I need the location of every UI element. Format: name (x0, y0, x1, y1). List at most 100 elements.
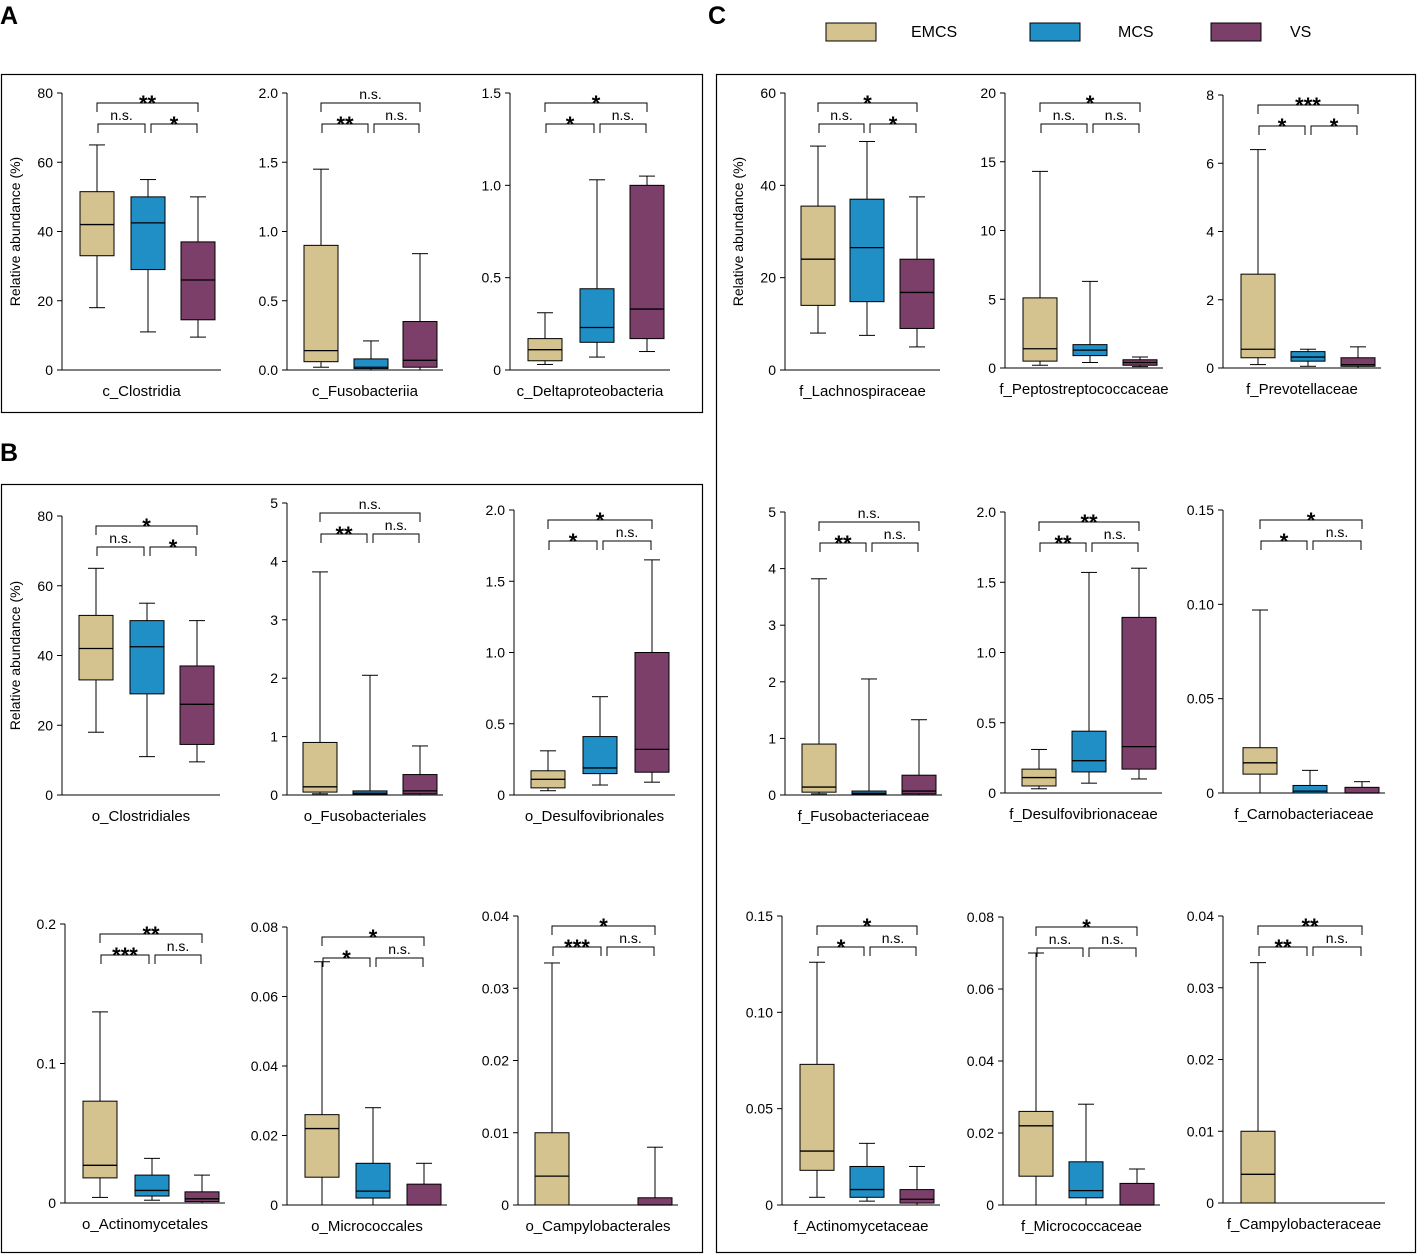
y-tick-label: 0.2 (37, 916, 57, 932)
significance-label: ** (139, 91, 157, 116)
bracket-top: n.s. (320, 86, 421, 112)
y-tick-label: 0 (768, 787, 776, 803)
significance-label: n.s. (884, 526, 907, 542)
panel-label-a: A (0, 2, 18, 30)
y-tick-label: 6 (1206, 155, 1214, 171)
y-tick-label: 40 (760, 177, 776, 193)
y-tick-label: 1.0 (482, 177, 502, 193)
significance-label: ** (1080, 510, 1098, 535)
box-emcs (799, 961, 835, 1198)
box-iqr (629, 184, 665, 340)
y-tick-label: 0.5 (259, 293, 279, 309)
box-mcs (1068, 1103, 1104, 1206)
significance-label: n.s. (1053, 107, 1076, 123)
bracket-right: n.s. (373, 107, 420, 133)
y-tick-label: 0 (270, 787, 278, 803)
significance-label: n.s. (616, 524, 639, 540)
bracket-top: * (817, 91, 918, 116)
chart-o_fusobacteriales: 0 1 2 3 4 5 o_Fusobacteriales n.s. ** n.s. (270, 495, 443, 825)
significance-label: ** (1054, 531, 1072, 556)
bracket-left: ** (1039, 531, 1087, 556)
bracket-line (548, 540, 598, 550)
box-iqr (134, 1174, 170, 1197)
box-mcs (1071, 571, 1107, 784)
box-iqr (78, 614, 114, 681)
significance-label: *** (1295, 93, 1321, 118)
box-iqr (303, 244, 339, 363)
y-tick-label: 1.5 (259, 154, 279, 170)
significance-label: * (142, 514, 151, 539)
y-tick-label: 0.0 (259, 362, 279, 378)
box-vs (901, 719, 937, 796)
y-tick-label: 0.5 (486, 716, 506, 732)
x-axis-label: o_Clostridiales (92, 808, 190, 825)
bracket-line (1258, 946, 1308, 956)
box-iqr (1071, 730, 1107, 773)
panel-label-c: C (708, 2, 726, 30)
significance-label: * (169, 535, 178, 560)
box-iqr (1018, 1110, 1054, 1177)
bracket-left: ** (1258, 935, 1308, 960)
box-vs (1119, 1168, 1155, 1206)
bracket-left: n.s. (97, 107, 146, 133)
significance-label: ** (336, 112, 354, 137)
bracket-line (1258, 125, 1306, 135)
box-emcs (1022, 170, 1058, 366)
box-iqr (799, 1063, 835, 1171)
bracket-line (817, 102, 918, 112)
y-tick-label: 5 (988, 291, 996, 307)
x-axis-label: c_Clostridia (102, 383, 181, 400)
box-iqr (849, 1165, 885, 1198)
box-vs (180, 196, 216, 338)
y-tick-label: 80 (37, 508, 53, 524)
box-emcs (530, 750, 566, 792)
chart-o_desulfovibrionales: 0 0.5 1.0 1.5 2.0 o_Desulfovibrionales * * n.s. (486, 502, 675, 825)
x-axis-label: f_Peptostreptococcaceae (999, 381, 1168, 398)
y-tick-label: 0 (1206, 785, 1214, 801)
box-iqr (179, 665, 215, 745)
y-tick-label: 0 (501, 1197, 509, 1213)
box-iqr (634, 652, 670, 773)
y-tick-label: 0 (48, 1195, 56, 1211)
y-tick-label: 0.15 (1187, 502, 1214, 518)
box-iqr (899, 258, 935, 329)
bracket-right: n.s. (375, 941, 424, 967)
box-emcs (302, 571, 338, 795)
box-emcs (527, 312, 563, 365)
bracket-left: * (817, 935, 865, 960)
y-tick-label: 0.06 (251, 989, 278, 1005)
y-tick-label: 2 (768, 674, 776, 690)
y-tick-label: 0 (988, 360, 996, 376)
bracket-left: ** (320, 522, 368, 547)
y-tick-label: 0.03 (1187, 980, 1214, 996)
y-tick-label: 2.0 (259, 85, 279, 101)
chart-f_actinomycetaceae: 0 0.05 0.10 0.15 f_Actinomycetaceae * * n.s. (746, 908, 940, 1235)
chart-f_peptostreptococcaceae: 0 5 10 15 20 f_Peptostreptococcaceae * n.s. n.s. (980, 85, 1168, 398)
x-axis-label: c_Fusobacteriia (312, 383, 419, 400)
bracket-left: n.s. (1040, 107, 1088, 133)
significance-label: * (596, 508, 605, 533)
x-axis-label: c_Deltaproteobacteria (517, 383, 664, 400)
bracket-line (149, 546, 197, 556)
panel-frame-b (0, 483, 704, 1254)
y-tick-label: 0.02 (251, 1128, 278, 1144)
y-tick-label: 60 (760, 85, 776, 101)
bracket-top: * (551, 914, 656, 939)
box-iqr (1068, 1161, 1104, 1199)
bracket-right: n.s. (372, 517, 420, 543)
bracket-line (1312, 946, 1362, 956)
bracket-right: n.s. (606, 930, 655, 956)
box-vs (637, 1146, 673, 1206)
box-mcs (134, 1157, 170, 1201)
box-vs (899, 196, 935, 348)
box-emcs (303, 168, 339, 368)
bracket-top: * (547, 508, 653, 533)
y-tick-label: 1.5 (482, 85, 502, 101)
bracket-line (95, 525, 198, 535)
box-mcs (355, 1107, 391, 1206)
x-axis-label: f_Lachnospiraceae (799, 383, 926, 400)
bracket-line (1039, 542, 1087, 552)
bracket-line (1092, 123, 1140, 133)
